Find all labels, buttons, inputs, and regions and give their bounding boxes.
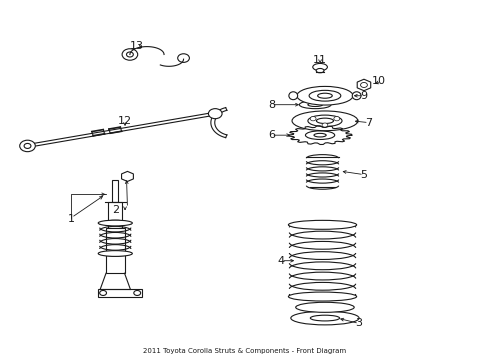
Circle shape	[122, 49, 138, 60]
Ellipse shape	[308, 90, 340, 101]
Text: 2: 2	[111, 206, 119, 216]
Ellipse shape	[98, 220, 132, 226]
Ellipse shape	[351, 92, 360, 100]
Bar	[98, 289, 142, 297]
Circle shape	[20, 140, 35, 152]
Text: 13: 13	[130, 41, 144, 50]
Circle shape	[333, 117, 339, 121]
Circle shape	[100, 291, 106, 296]
Text: 7: 7	[365, 118, 372, 128]
Ellipse shape	[317, 93, 331, 98]
Text: 12: 12	[118, 116, 132, 126]
Text: 3: 3	[355, 319, 362, 328]
Ellipse shape	[295, 302, 353, 312]
Circle shape	[309, 117, 315, 121]
Circle shape	[177, 54, 189, 62]
Text: 1: 1	[68, 215, 75, 224]
Text: 9: 9	[360, 91, 367, 101]
Ellipse shape	[316, 118, 333, 123]
Ellipse shape	[288, 92, 297, 100]
Text: 5: 5	[360, 170, 366, 180]
Circle shape	[208, 109, 222, 119]
Ellipse shape	[312, 63, 327, 71]
Text: 4: 4	[277, 256, 284, 266]
Ellipse shape	[305, 131, 334, 139]
Ellipse shape	[290, 311, 358, 325]
Ellipse shape	[98, 251, 132, 256]
Circle shape	[24, 143, 31, 148]
Ellipse shape	[316, 68, 324, 73]
Ellipse shape	[288, 220, 356, 229]
Bar	[112, 180, 118, 202]
Ellipse shape	[299, 101, 330, 109]
Text: 2011 Toyota Corolla Struts & Components - Front Diagram: 2011 Toyota Corolla Struts & Components …	[142, 348, 346, 354]
Circle shape	[360, 82, 366, 87]
Ellipse shape	[307, 103, 322, 107]
Circle shape	[322, 123, 327, 127]
Bar	[108, 202, 122, 228]
Ellipse shape	[296, 86, 352, 105]
Ellipse shape	[291, 111, 357, 131]
Text: 10: 10	[371, 76, 385, 86]
Circle shape	[134, 291, 141, 296]
Text: 8: 8	[267, 100, 274, 110]
Bar	[106, 228, 124, 273]
Ellipse shape	[288, 292, 356, 301]
Ellipse shape	[313, 134, 325, 137]
Text: 6: 6	[267, 130, 274, 140]
Ellipse shape	[310, 315, 339, 321]
Ellipse shape	[307, 115, 341, 127]
Text: 11: 11	[312, 55, 326, 65]
Circle shape	[126, 52, 133, 57]
